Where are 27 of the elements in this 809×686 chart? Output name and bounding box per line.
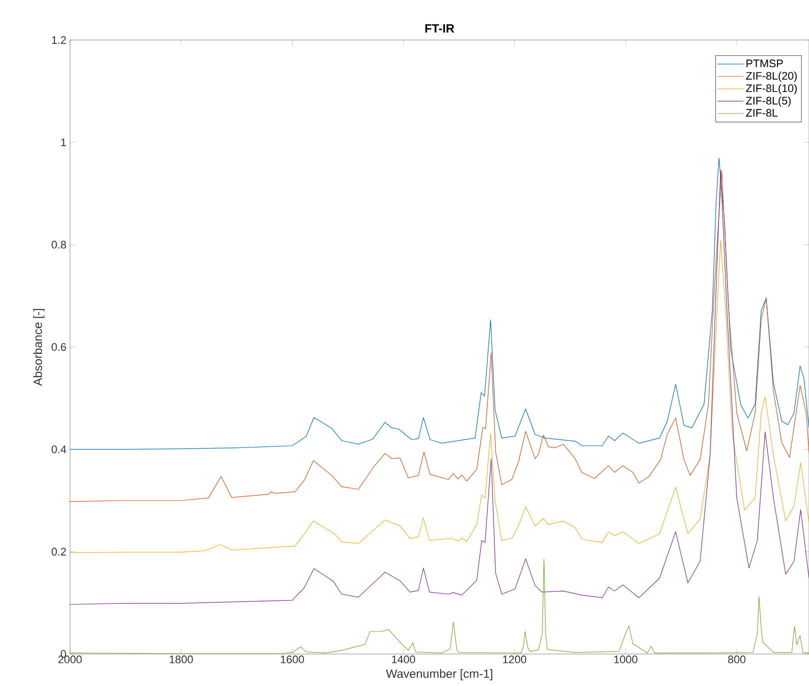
- x-tick-label: 1800: [170, 656, 193, 664]
- y-tick-label: 0.6: [52, 343, 66, 351]
- x-tick-label: 1600: [280, 656, 304, 664]
- x-tick-label: 1400: [392, 656, 416, 664]
- line-series: [70, 158, 809, 450]
- legend-label: ZIF-8L(5): [746, 96, 791, 107]
- x-tick-label: 800: [728, 656, 746, 664]
- legend-label: ZIF-8L: [746, 108, 778, 117]
- y-tick-label: 0.4: [52, 445, 66, 454]
- chart-title: FT-IR: [425, 24, 454, 32]
- y-tick-label: 0: [60, 650, 66, 658]
- y-tick-label: 0.2: [52, 548, 66, 556]
- y-tick-label: 1.2: [52, 36, 66, 44]
- x-tick-label: 2000: [58, 656, 82, 664]
- line-series: [70, 170, 809, 605]
- x-axis-title: Wavenumber [cm-1]: [386, 669, 492, 680]
- legend-label: ZIF-8L(10): [746, 84, 797, 94]
- legend-label: PTMSP: [746, 60, 783, 68]
- y-tick-label: 0.8: [52, 240, 66, 249]
- x-tick-label: 1000: [614, 656, 638, 664]
- line-series: [70, 240, 809, 553]
- line-series: [70, 170, 809, 502]
- line-series: [70, 559, 809, 654]
- legend-label: ZIF-8L(20): [746, 72, 797, 82]
- y-axis-title: Absorbance [-]: [33, 308, 44, 386]
- y-tick-label: 1: [61, 138, 66, 146]
- x-tick-label: 1200: [503, 656, 526, 664]
